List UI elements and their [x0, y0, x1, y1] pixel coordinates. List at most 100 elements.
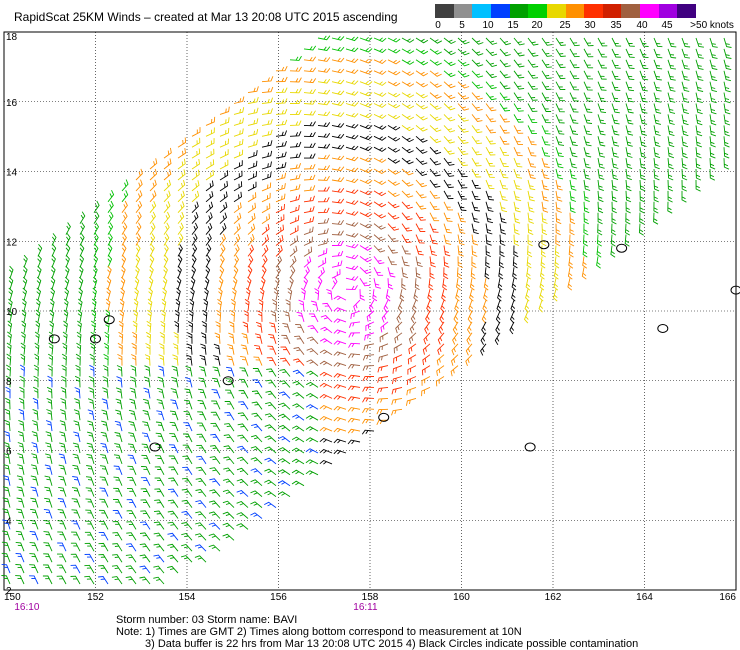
wind-barb — [218, 276, 224, 290]
wind-barb — [195, 466, 207, 476]
wind-barb — [130, 376, 137, 388]
wind-barb — [611, 158, 619, 169]
wind-barb — [289, 276, 294, 290]
wind-barb — [305, 459, 319, 465]
wind-barb — [317, 165, 330, 171]
wind-barb — [333, 405, 347, 411]
wind-barb — [455, 289, 460, 302]
wind-barb — [77, 320, 82, 333]
wind-barb — [379, 332, 389, 343]
wind-barb — [331, 155, 345, 161]
wind-barb — [681, 125, 689, 137]
wind-barb — [3, 441, 11, 454]
wind-barb — [583, 168, 591, 180]
wind-barb — [347, 396, 361, 402]
wind-barb — [513, 59, 525, 68]
wind-barb — [20, 353, 26, 366]
wind-barb — [30, 497, 39, 508]
wind-barb — [387, 234, 399, 243]
wind-barb — [723, 158, 730, 170]
wind-barb — [681, 37, 691, 48]
wind-barb — [89, 353, 95, 366]
wind-barb — [569, 103, 579, 113]
wind-barb — [481, 321, 487, 335]
wind-barb — [401, 256, 410, 267]
wind-barb — [723, 37, 732, 48]
wind-barb — [513, 245, 519, 258]
wind-barb — [225, 378, 235, 388]
wind-barb — [415, 168, 428, 177]
wind-barb — [5, 375, 11, 388]
wind-barb — [61, 353, 67, 366]
wind-barb — [168, 455, 179, 465]
wind-barb — [443, 92, 456, 100]
wind-barb — [219, 201, 228, 214]
wind-barb — [6, 353, 12, 366]
wind-barb — [264, 435, 277, 443]
wind-barb — [555, 59, 566, 69]
wind-barb — [401, 223, 413, 232]
wind-barb — [653, 136, 661, 148]
wind-barb — [219, 212, 228, 224]
wind-barb — [271, 299, 277, 312]
wind-barb — [127, 465, 137, 475]
wind-barb — [298, 299, 305, 312]
wind-barb — [142, 410, 151, 421]
wind-barb — [625, 37, 635, 47]
wind-barb — [583, 70, 594, 80]
wind-barb — [277, 480, 291, 487]
wind-barb — [222, 522, 235, 530]
wind-barb — [555, 114, 565, 124]
scale-label: 0 — [435, 20, 441, 31]
wind-barb — [233, 265, 239, 279]
wind-barb — [205, 255, 211, 268]
wind-barb — [50, 287, 56, 301]
wind-barb — [64, 298, 69, 312]
wind-barb — [189, 298, 195, 312]
wind-barb — [485, 81, 497, 90]
wind-barb — [443, 114, 456, 122]
wind-barb — [681, 59, 690, 70]
wind-barb — [513, 125, 524, 134]
wind-barb — [65, 254, 70, 268]
wind-barb — [161, 298, 167, 312]
wind-barb — [237, 445, 249, 454]
wind-barb — [429, 146, 442, 155]
wind-barb — [114, 443, 123, 454]
wind-barb — [429, 168, 441, 177]
wind-barb — [191, 190, 200, 203]
wind-barb — [421, 386, 431, 397]
wind-barb — [611, 190, 618, 203]
wind-barb — [639, 179, 646, 192]
wind-barb — [247, 129, 259, 137]
wind-barb — [527, 234, 533, 247]
wind-barb — [499, 48, 511, 57]
wind-barb — [526, 267, 531, 280]
wind-barb — [387, 157, 401, 164]
wind-barb — [176, 287, 181, 301]
wind-barb — [540, 256, 546, 269]
color-scale: 0 5 10 15 20 25 30 35 40 45 >50 knots — [0, 0, 740, 36]
wind-barb — [205, 138, 215, 148]
wind-barb — [44, 497, 53, 508]
wind-barb — [639, 136, 647, 147]
wind-barb — [222, 500, 235, 508]
wind-barb — [293, 358, 305, 366]
wind-barb — [372, 289, 378, 302]
wind-barb — [74, 375, 81, 388]
wind-barb — [205, 148, 215, 159]
wind-barb — [457, 146, 469, 155]
wind-barb — [224, 412, 235, 421]
wind-barb — [79, 222, 86, 235]
wind-barb — [303, 153, 316, 159]
wind-barb — [307, 325, 319, 334]
wind-barb — [86, 465, 95, 475]
wind-barb — [46, 386, 53, 399]
wind-barb — [541, 212, 548, 224]
wind-barb — [695, 114, 703, 126]
wind-barb — [289, 204, 300, 214]
island-outline — [730, 285, 740, 295]
wind-barb — [8, 265, 14, 279]
wind-barb — [303, 174, 316, 181]
wind-barb — [265, 401, 277, 410]
